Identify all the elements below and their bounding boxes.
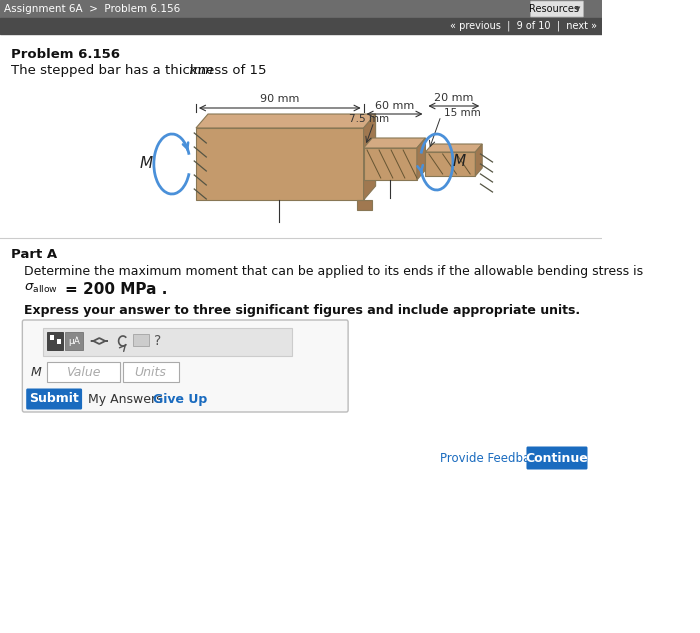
Polygon shape (417, 138, 426, 180)
Bar (357, 200, 372, 210)
Text: 60 mm: 60 mm (375, 101, 414, 111)
Text: 20 mm: 20 mm (434, 93, 473, 103)
Text: μÀ: μÀ (68, 336, 80, 346)
Text: Assignment 6A  >  Problem 6.156: Assignment 6A > Problem 6.156 (4, 4, 181, 14)
Text: Submit: Submit (29, 392, 79, 406)
Text: M: M (452, 154, 466, 170)
Text: M: M (139, 156, 153, 172)
Text: Units: Units (134, 365, 167, 379)
Text: Resources: Resources (529, 4, 580, 14)
Bar (0, 18, 602, 34)
Text: $\sigma_{\rm allow}$: $\sigma_{\rm allow}$ (24, 282, 58, 295)
Text: Provide Feedback: Provide Feedback (440, 451, 543, 465)
Bar (65, 332, 83, 350)
Text: Problem 6.156: Problem 6.156 (11, 48, 120, 61)
Bar (57, 339, 61, 344)
FancyBboxPatch shape (531, 1, 584, 17)
Bar (48, 332, 63, 350)
Polygon shape (426, 152, 475, 176)
Polygon shape (426, 144, 482, 152)
Bar (43, 328, 292, 356)
Text: Value: Value (66, 365, 101, 379)
Text: M =: M = (31, 365, 56, 379)
Polygon shape (475, 144, 482, 176)
Polygon shape (363, 114, 376, 200)
Text: Express your answer to three significant figures and include appropriate units.: Express your answer to three significant… (24, 304, 580, 317)
Text: 90 mm: 90 mm (260, 94, 299, 104)
Bar (123, 362, 178, 382)
Text: = 200 MPa .: = 200 MPa . (65, 282, 168, 297)
Text: ▼: ▼ (575, 6, 580, 12)
Bar (0, 0, 602, 18)
FancyBboxPatch shape (26, 389, 82, 410)
Text: mm: mm (188, 64, 214, 77)
Polygon shape (363, 148, 417, 180)
FancyBboxPatch shape (22, 320, 348, 412)
Text: 7.5 mm: 7.5 mm (349, 114, 389, 124)
Text: Part A: Part A (11, 248, 57, 261)
Bar (48, 362, 120, 382)
Text: Determine the maximum moment that can be applied to its ends if the allowable be: Determine the maximum moment that can be… (24, 265, 643, 278)
FancyBboxPatch shape (526, 446, 587, 470)
Text: .: . (201, 64, 205, 77)
Polygon shape (363, 138, 426, 148)
Text: My Answers: My Answers (88, 392, 162, 406)
Text: ?: ? (154, 334, 161, 348)
Text: « previous  |  9 of 10  |  next »: « previous | 9 of 10 | next » (450, 21, 597, 31)
Bar (50, 335, 54, 340)
Text: 15 mm: 15 mm (444, 108, 481, 118)
Text: Continue: Continue (526, 451, 589, 465)
Text: The stepped bar has a thickness of 15: The stepped bar has a thickness of 15 (11, 64, 271, 77)
Polygon shape (196, 128, 363, 200)
Bar (133, 334, 148, 346)
Polygon shape (196, 114, 376, 128)
Text: Give Up: Give Up (153, 392, 207, 406)
